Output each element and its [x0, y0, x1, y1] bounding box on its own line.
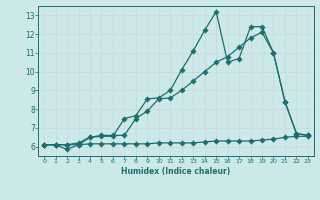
X-axis label: Humidex (Indice chaleur): Humidex (Indice chaleur)	[121, 167, 231, 176]
